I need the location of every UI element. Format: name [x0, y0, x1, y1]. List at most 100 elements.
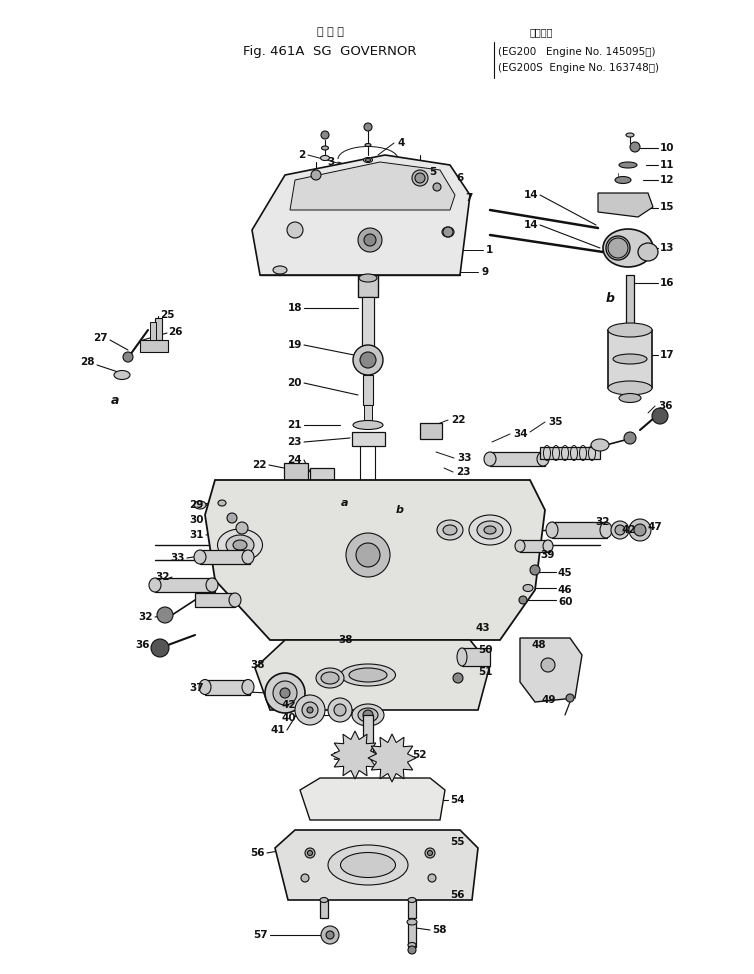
Text: 23: 23	[456, 467, 470, 477]
Ellipse shape	[359, 274, 377, 282]
Text: 3: 3	[328, 157, 335, 167]
Bar	[462, 648, 490, 666]
Ellipse shape	[321, 146, 329, 150]
Ellipse shape	[365, 143, 371, 146]
Ellipse shape	[523, 584, 533, 591]
Text: 22: 22	[253, 460, 267, 470]
Polygon shape	[255, 640, 490, 710]
Ellipse shape	[469, 515, 511, 545]
Text: 30: 30	[189, 515, 204, 525]
Circle shape	[412, 170, 428, 186]
Text: 28: 28	[81, 357, 95, 367]
Polygon shape	[300, 778, 445, 820]
Ellipse shape	[443, 525, 457, 535]
Bar	[155, 318, 162, 340]
Bar	[320, 900, 328, 918]
Ellipse shape	[407, 919, 417, 925]
Circle shape	[443, 227, 453, 237]
Text: 57: 57	[253, 930, 268, 940]
Polygon shape	[331, 731, 379, 779]
Text: 42: 42	[281, 700, 296, 710]
Circle shape	[345, 745, 365, 765]
Polygon shape	[290, 162, 455, 210]
Ellipse shape	[217, 529, 262, 561]
Circle shape	[634, 524, 646, 536]
Text: (EG200   Engine No. 145095～): (EG200 Engine No. 145095～)	[498, 47, 655, 57]
Text: 18: 18	[287, 303, 302, 313]
Text: 58: 58	[432, 925, 446, 935]
Bar	[150, 322, 156, 340]
Ellipse shape	[349, 668, 387, 682]
Polygon shape	[205, 480, 545, 640]
Text: 32: 32	[595, 517, 609, 527]
Text: 15: 15	[660, 202, 675, 212]
Ellipse shape	[484, 526, 496, 534]
Bar	[363, 715, 373, 760]
Text: 5: 5	[429, 167, 437, 177]
Bar	[155, 578, 215, 592]
Polygon shape	[275, 830, 478, 900]
Circle shape	[652, 408, 668, 424]
Text: 1: 1	[486, 245, 493, 255]
Text: 39: 39	[540, 550, 554, 560]
Text: 23: 23	[287, 437, 302, 447]
Text: 12: 12	[660, 175, 675, 185]
Circle shape	[608, 238, 628, 258]
Bar	[284, 463, 308, 480]
Bar	[310, 468, 334, 486]
Text: 11: 11	[660, 160, 675, 170]
Ellipse shape	[638, 243, 658, 261]
Ellipse shape	[613, 354, 647, 364]
Text: b: b	[396, 505, 404, 515]
Bar	[205, 680, 250, 695]
Ellipse shape	[457, 648, 467, 666]
Circle shape	[321, 131, 329, 139]
Bar	[200, 550, 250, 564]
Bar	[540, 447, 600, 459]
Circle shape	[307, 707, 313, 713]
Circle shape	[236, 522, 248, 534]
Circle shape	[295, 695, 325, 725]
Text: 56: 56	[250, 848, 265, 858]
Text: 33: 33	[457, 453, 471, 463]
Circle shape	[301, 874, 309, 882]
Ellipse shape	[358, 708, 378, 722]
Circle shape	[408, 946, 416, 954]
Bar	[520, 540, 550, 552]
Ellipse shape	[619, 393, 641, 402]
Bar	[352, 432, 385, 446]
Circle shape	[415, 173, 425, 183]
Text: 56: 56	[450, 890, 464, 900]
Text: 60: 60	[558, 597, 572, 607]
Bar	[364, 405, 372, 423]
Ellipse shape	[600, 522, 612, 538]
Text: (EG200S  Engine No. 163748～): (EG200S Engine No. 163748～)	[498, 63, 659, 73]
Text: b: b	[605, 291, 615, 305]
Bar	[195, 593, 235, 607]
Ellipse shape	[114, 370, 130, 380]
Circle shape	[630, 142, 640, 152]
Ellipse shape	[537, 452, 549, 466]
Circle shape	[356, 543, 380, 567]
Text: 31: 31	[189, 530, 204, 540]
Text: 35: 35	[548, 417, 562, 427]
Text: 42: 42	[622, 525, 636, 535]
Ellipse shape	[591, 439, 609, 451]
Bar	[408, 922, 416, 947]
Bar	[626, 275, 634, 330]
Polygon shape	[252, 155, 470, 275]
Ellipse shape	[619, 162, 637, 168]
Circle shape	[334, 704, 346, 716]
Text: 25: 25	[160, 310, 174, 320]
Text: 38: 38	[338, 635, 353, 645]
Bar	[358, 275, 378, 297]
Text: 36: 36	[136, 640, 150, 650]
Circle shape	[624, 432, 636, 444]
Circle shape	[273, 681, 297, 705]
Text: 41: 41	[271, 725, 285, 735]
Text: 22: 22	[451, 415, 465, 425]
Ellipse shape	[515, 540, 525, 552]
Circle shape	[363, 710, 373, 720]
Bar	[408, 900, 416, 918]
Text: 16: 16	[660, 278, 675, 288]
